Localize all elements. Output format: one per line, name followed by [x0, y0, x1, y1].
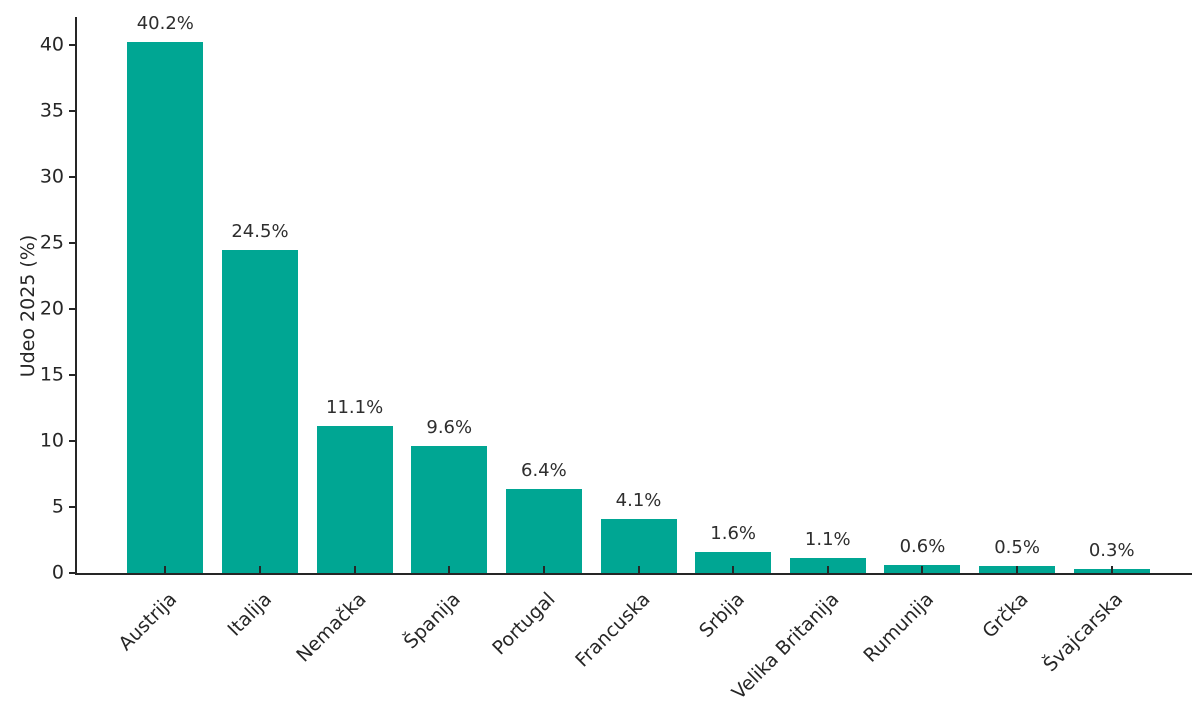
- bar: [411, 446, 488, 573]
- bar: [127, 42, 204, 573]
- x-tick-label: Grčka: [978, 588, 1033, 643]
- bar: [316, 426, 393, 573]
- bars-container: 40.2% Austrija 24.5% Italija 11.1% Nemačka 9.6…: [77, 13, 1192, 704]
- bar-value-label: 11.1%: [326, 397, 384, 419]
- y-tick-mark: [69, 109, 77, 112]
- x-tick-label: Španija: [399, 588, 466, 654]
- bar: [600, 518, 677, 573]
- x-tick-label: Francuska: [571, 588, 655, 672]
- bar-value-label: 4.1%: [615, 489, 662, 511]
- y-tick-mark: [69, 241, 77, 244]
- bar-slot: 0.5% Grčka: [970, 17, 1065, 643]
- y-tick-mark: [69, 572, 77, 574]
- y-tick-label: 20: [39, 297, 64, 320]
- bar-value-label: 6.4%: [521, 459, 567, 481]
- bar-value-label: 0.6%: [899, 536, 946, 558]
- x-tick-label: Italija: [223, 588, 276, 641]
- bar-value-label: 0.3%: [1088, 540, 1135, 562]
- bar-value-label: 1.1%: [804, 529, 851, 551]
- bar: [505, 488, 582, 573]
- bar-slot: 11.1% Nemačka: [292, 17, 402, 667]
- bar-value-label: 24.5%: [231, 220, 289, 242]
- x-tick-label: Austrija: [114, 588, 182, 655]
- bar-slot: 1.1% Velika Britanija: [728, 17, 875, 704]
- x-tick-mark: [732, 566, 735, 573]
- x-tick-label: Srbija: [695, 588, 749, 643]
- bar-slot: 24.5% Italija: [213, 17, 308, 641]
- y-tick-mark: [69, 439, 77, 442]
- bar: [789, 558, 866, 573]
- y-tick-label: 15: [39, 363, 64, 386]
- bar-slot: 6.4% Portugal: [488, 17, 592, 659]
- x-tick-mark: [353, 566, 356, 573]
- y-tick-label: 10: [39, 429, 64, 452]
- x-tick-mark: [921, 566, 924, 573]
- bar: [221, 249, 298, 573]
- bar: [695, 551, 772, 573]
- x-tick-label: Švajcarska: [1039, 588, 1128, 677]
- x-tick-mark: [448, 566, 451, 573]
- y-tick-mark: [69, 43, 77, 46]
- bar-value-label: 40.2%: [136, 13, 194, 35]
- x-tick-mark: [1110, 566, 1113, 573]
- x-tick-mark: [258, 566, 261, 573]
- x-tick-label: Portugal: [488, 588, 560, 660]
- y-tick-label: 25: [39, 231, 64, 254]
- bar-value-label: 1.6%: [710, 522, 757, 544]
- y-tick-label: 5: [51, 495, 64, 518]
- x-tick-label: Rumunija: [859, 588, 939, 667]
- y-tick-label: 0: [51, 561, 64, 584]
- bar-value-label: 0.5%: [994, 537, 1040, 559]
- x-tick-mark: [826, 566, 829, 573]
- bar-slot: 9.6% Španija: [400, 17, 497, 653]
- x-tick-mark: [164, 566, 167, 573]
- y-tick-mark: [69, 373, 77, 376]
- y-tick-mark: [69, 175, 77, 178]
- bar-slot: 40.2% Austrija: [114, 13, 213, 655]
- y-tick-label: 40: [39, 33, 64, 56]
- x-tick-mark: [542, 566, 545, 573]
- x-tick-mark: [637, 566, 640, 573]
- bar-slot: 0.6% Rumunija: [860, 17, 970, 667]
- y-tick-mark: [69, 307, 77, 310]
- bar-slot: 4.1% Francuska: [571, 17, 686, 671]
- y-axis-title: Udeo 2025 (%): [17, 234, 39, 378]
- bar-slot: 0.3% Švajcarska: [1040, 17, 1159, 676]
- y-tick-mark: [69, 505, 77, 508]
- bar-slot: 1.6% Srbija: [686, 17, 781, 642]
- bar-value-label: 9.6%: [426, 417, 473, 439]
- x-tick-mark: [1016, 566, 1019, 573]
- y-tick-label: 30: [39, 165, 64, 188]
- x-tick-label: Nemačka: [292, 588, 371, 667]
- y-tick-label: 35: [39, 99, 64, 122]
- plot-area: 0 5 10 15 20 25 30 35 40 40.2% Austrija 24.5% Itali…: [40, 13, 1192, 704]
